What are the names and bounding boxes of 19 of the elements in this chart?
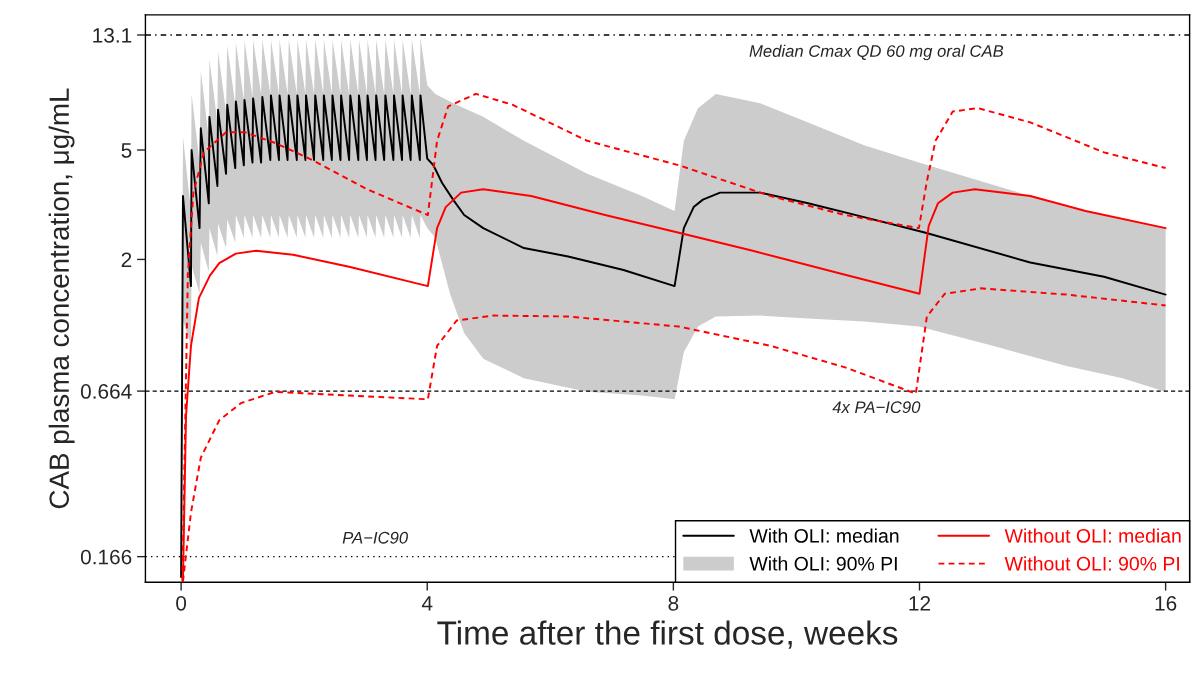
x-tick-label: 16 [1155, 595, 1177, 611]
y-tick-label: 5 [121, 143, 132, 158]
x-tick-label: 12 [909, 595, 931, 611]
legend-label: Without OLI: median [1004, 528, 1181, 543]
y-tick-label: 2 [121, 252, 132, 267]
ref-line-label: PA−IC90 [342, 531, 408, 544]
ref-line-label: 4x PA−IC90 [832, 401, 921, 414]
x-tick-label: 4 [421, 596, 433, 611]
y-tick-label: 0.664 [80, 384, 132, 399]
legend-label: Without OLI: 90% PI [1004, 556, 1179, 571]
legend-label: With OLI: median [749, 528, 899, 543]
legend-label: With OLI: 90% PI [749, 556, 897, 571]
y-tick-label: 13.1 [93, 27, 132, 43]
x-tick-label: 8 [668, 595, 679, 611]
x-tick-label: 0 [176, 595, 187, 611]
y-axis-title: CAB plasma concentration, μg/mL [48, 88, 75, 509]
y-tick-label: 0.166 [80, 549, 132, 565]
x-axis-title: Time after the first dose, weeks [437, 620, 898, 649]
ref-line-label: Median Cmax QD 60 mg oral CAB [749, 44, 1004, 61]
